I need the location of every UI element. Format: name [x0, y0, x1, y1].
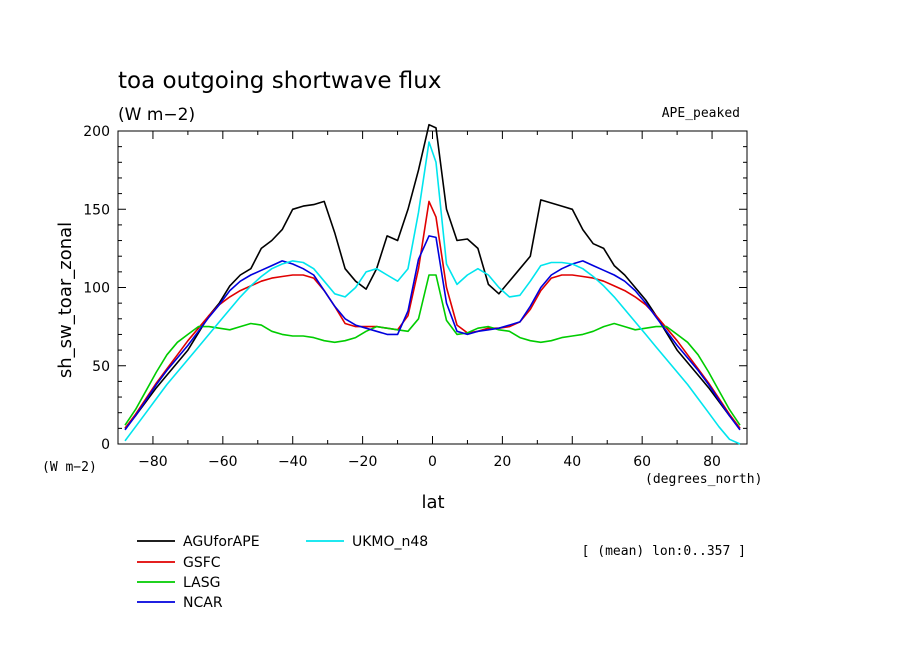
legend-label: NCAR [183, 595, 223, 611]
legend-label: UKMO_n48 [352, 534, 428, 550]
chart-title: toa outgoing shortwave flux [118, 68, 441, 94]
x-tick-label: −40 [278, 454, 308, 470]
legend-label: LASG [183, 575, 220, 591]
x-tick-label: −60 [208, 454, 238, 470]
x-tick-label: 20 [493, 454, 511, 470]
x-axis-ticks: −80 −60 −40 −20 0 20 40 60 80 [138, 131, 721, 470]
footnote-label: [ (mean) lon:0..357 ] [582, 544, 746, 559]
y-axis-label: sh_sw_toar_zonal [55, 222, 76, 378]
series-line-lasg [124, 274, 741, 426]
x-tick-label: −20 [348, 454, 378, 470]
y-tick-label: 150 [83, 202, 110, 218]
x-tick-label: −80 [138, 454, 168, 470]
units-label: (W m−2) [118, 105, 195, 125]
x-tick-label: 60 [633, 454, 651, 470]
plot-frame [117, 130, 748, 445]
legend-label: AGUforAPE [183, 534, 260, 550]
x-axis-label: lat [421, 492, 444, 513]
y-tick-label: 0 [101, 437, 110, 453]
series-line-aguforape [124, 123, 741, 429]
x-units-label: (degrees_north) [645, 472, 762, 487]
y-axis-ticks: 0 50 100 150 200 [83, 124, 747, 453]
y-tick-label: 200 [83, 124, 110, 140]
x-tick-label: 0 [428, 454, 437, 470]
x-tick-label: 80 [703, 454, 721, 470]
series-layer [124, 123, 741, 445]
experiment-label: APE_peaked [662, 106, 740, 121]
legend: AGUforAPE GSFC LASG NCAR UKMO_n48 [137, 534, 428, 611]
series-line-gsfc [124, 200, 741, 429]
y-tick-label: 100 [83, 281, 110, 297]
series-line-ukmo_n48 [124, 141, 741, 445]
legend-label: GSFC [183, 555, 221, 571]
x-tick-label: 40 [563, 454, 581, 470]
y-units-label: (W m−2) [42, 460, 97, 475]
y-tick-label: 50 [92, 359, 110, 375]
series-line-ncar [124, 235, 741, 431]
